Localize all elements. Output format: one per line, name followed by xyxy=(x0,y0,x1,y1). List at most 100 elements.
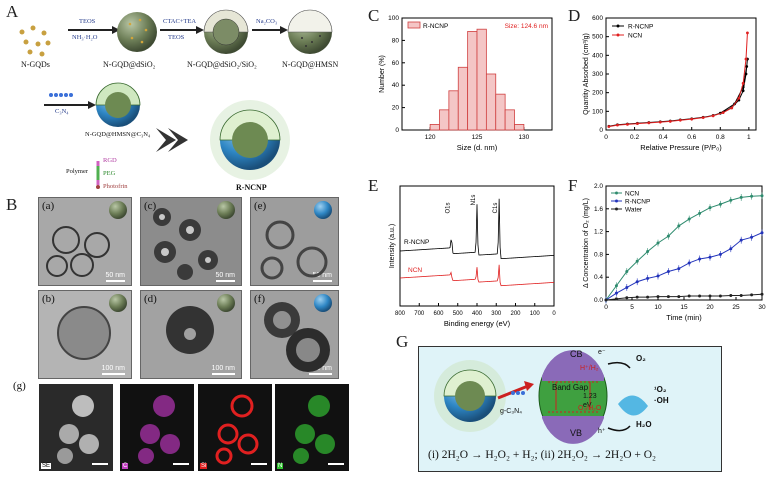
series-line xyxy=(399,198,555,260)
tem-scale-a: 50 nm xyxy=(105,272,125,282)
histogram-bar xyxy=(485,73,497,131)
series-label: R-NCNP xyxy=(404,239,429,246)
data-point xyxy=(646,276,650,280)
eds-tag-c: C xyxy=(122,463,129,469)
data-point xyxy=(614,297,618,301)
y-tick-label: 1.2 xyxy=(594,229,603,236)
y-tick-label: 0 xyxy=(395,127,399,134)
mechanism-graphics xyxy=(434,350,648,444)
x-tick-label: 0.4 xyxy=(659,134,668,141)
data-point xyxy=(677,224,681,228)
series-line xyxy=(605,195,763,301)
chart-n2-isotherm: 0 0.2 0.4 0.6 0.8 1 0 100 200 300 400 500 600 Relativ… xyxy=(583,15,757,152)
y-tick-label: 500 xyxy=(592,34,603,41)
photofrin-label: Photofrin xyxy=(103,183,128,190)
panel-label-f: F xyxy=(568,176,578,195)
data-point xyxy=(687,217,691,221)
y-tick-label: 200 xyxy=(592,90,603,97)
data-point xyxy=(626,123,629,126)
data-point xyxy=(646,250,650,254)
data-point xyxy=(666,295,670,299)
histogram-bar xyxy=(457,66,469,131)
data-point xyxy=(708,294,712,298)
data-point xyxy=(646,295,650,299)
legend-label: R-NCNP xyxy=(628,24,653,31)
data-point xyxy=(741,89,745,93)
data-point xyxy=(701,116,705,120)
arrow2-top: CTAC+TEA xyxy=(163,18,197,25)
x-tick-label: 130 xyxy=(518,134,529,141)
chevron-arrow xyxy=(156,128,176,152)
data-point xyxy=(729,247,733,251)
cb-label: CB xyxy=(570,349,583,359)
y-tick-label: 60 xyxy=(392,60,400,67)
data-point xyxy=(604,298,608,302)
histogram-bar xyxy=(429,124,440,131)
hole-label: h⁺ xyxy=(598,428,606,435)
legend-marker xyxy=(616,33,620,37)
eds-map-si: Si xyxy=(198,384,272,471)
x-tick-label: 30 xyxy=(758,304,766,311)
x-tick-label: 300 xyxy=(491,311,502,317)
data-point xyxy=(698,257,702,261)
step-label-ngqds: N-GQDs xyxy=(21,60,50,69)
x-tick-label: 1 xyxy=(747,134,751,141)
peak-label: C1s xyxy=(493,203,499,214)
data-point xyxy=(656,274,660,278)
data-point xyxy=(760,231,764,235)
y-tick-label: 400 xyxy=(592,52,603,59)
rncnp-particle xyxy=(210,100,290,180)
eds-tag-n: N xyxy=(277,463,284,469)
histogram-bar xyxy=(514,124,525,131)
data-point xyxy=(741,81,745,85)
data-point xyxy=(750,293,754,297)
tem-scale-c: 50 nm xyxy=(215,272,235,282)
data-point xyxy=(635,280,639,284)
data-point xyxy=(721,111,725,115)
data-point xyxy=(729,293,733,297)
data-point xyxy=(745,65,749,68)
legend-label: NCN xyxy=(625,191,639,198)
species-singlet-o2: ¹O₂ xyxy=(654,385,667,394)
data-point xyxy=(647,121,651,125)
reaction-equation: (i) 2H₂O → H₂O₂ + H₂; (ii) 2H₂O₂ → 2H₂O … xyxy=(428,449,657,461)
polymer-label: Polymer xyxy=(66,168,89,175)
tem-scale-f: 100 nm xyxy=(308,365,332,375)
data-point xyxy=(668,120,672,123)
y-tick-label: 0.0 xyxy=(594,297,603,304)
data-point xyxy=(739,293,743,297)
data-point xyxy=(614,291,618,295)
data-point xyxy=(656,295,660,299)
legend-marker xyxy=(615,191,618,195)
data-point xyxy=(635,259,639,263)
tem-scale-b: 100 nm xyxy=(101,365,125,375)
x-axis-label: Binding energy (eV) xyxy=(444,319,511,328)
data-point xyxy=(607,125,611,129)
data-point xyxy=(698,294,702,298)
data-point xyxy=(687,294,691,298)
histogram-bar xyxy=(476,28,487,131)
chart-xps: 800 700 600 500 400 300 200 100 0 Binding energy … xyxy=(389,185,556,328)
data-point xyxy=(698,211,702,215)
series-line xyxy=(608,32,748,128)
peak-label: O1s xyxy=(446,202,452,213)
data-point xyxy=(750,194,754,198)
y-tick-label: 1.6 xyxy=(594,206,603,213)
panel-label-e: E xyxy=(368,176,379,195)
arrow1-top: TEOS xyxy=(79,18,96,25)
data-point xyxy=(636,122,639,126)
series-label: NCN xyxy=(408,267,422,274)
chart-o2-concentration: 0 5 10 15 20 25 30 0.0 0.4 0.8 1.2 1.6 2.0 Time (min)… xyxy=(583,183,766,322)
y-tick-label: 40 xyxy=(392,82,400,89)
tem-sub-b: (b) xyxy=(42,293,55,305)
arrow2-bottom: TEOS xyxy=(168,34,185,41)
y-axis-label: Intensity (a.u.) xyxy=(389,224,396,268)
legend-label: Water xyxy=(625,207,643,214)
data-point xyxy=(625,270,629,273)
tem-sub-e: (e) xyxy=(254,200,267,212)
legend-label: R-NCNP xyxy=(625,199,650,206)
y-tick-label: 100 xyxy=(592,108,603,115)
legend-marker xyxy=(615,207,618,211)
size-annotation: Size: 124.6 nm xyxy=(505,23,548,30)
x-tick-label: 600 xyxy=(433,311,444,317)
